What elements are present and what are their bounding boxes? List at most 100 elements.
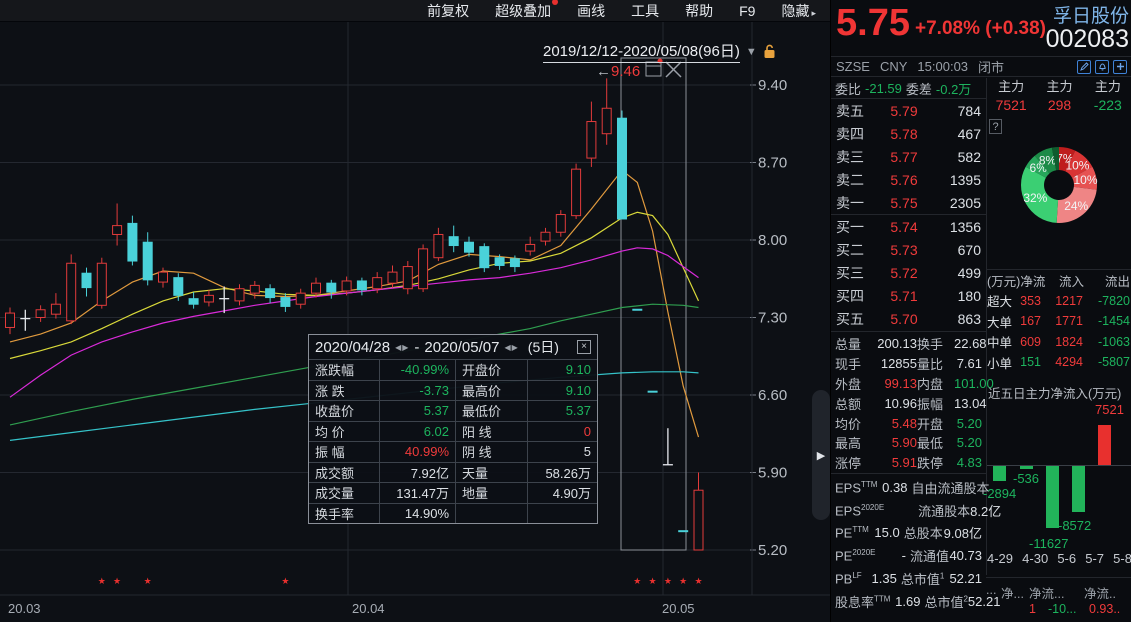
stat-value: 101.00: [954, 375, 994, 391]
level-volume: 670: [957, 242, 981, 259]
toolbar-item-工具[interactable]: 工具: [631, 2, 660, 19]
bid-level-row[interactable]: 买四 5.71 180: [831, 285, 986, 308]
range-end-date: 2020/05/07: [424, 338, 500, 356]
ask-level-row[interactable]: 卖三 5.77 582: [831, 145, 986, 168]
unlock-icon[interactable]: [763, 44, 776, 59]
fundamental-label: PBLF: [835, 570, 862, 587]
popup-stat-label: 阳 线: [455, 420, 527, 441]
y-axis-label: 9.40: [758, 77, 787, 94]
range-stats-popup: 2020/04/28 ◀▶ - 2020/05/07 ◀▶ (5日) × 涨跌幅…: [308, 334, 598, 524]
stat-value: 22.68: [954, 336, 987, 352]
stat-label: 开盘: [917, 416, 944, 432]
level-price: 5.79: [890, 102, 918, 119]
toolbar-item-F9[interactable]: F9: [739, 2, 756, 19]
donut-percent-label: 32%: [1023, 191, 1047, 205]
toolbar-item-画线[interactable]: 画线: [577, 2, 606, 19]
daily-stats: 总量 200.13 换手 22.68 现手 12855 量比 7.61 外盘 99.13 内盘 101…: [831, 331, 994, 473]
bid-level-row[interactable]: 买三 5.72 499: [831, 262, 986, 285]
date-range-label[interactable]: 2019/12/12-2020/05/08(96日): [543, 40, 740, 63]
fundamental-label: 股息率TTM: [835, 594, 891, 610]
range-end-steppers[interactable]: ◀▶: [504, 342, 519, 352]
ask-level-row[interactable]: 卖四 5.78 467: [831, 122, 986, 145]
stat-value: 200.13: [877, 336, 917, 352]
flow-bar-date: 4-30: [1022, 551, 1049, 566]
order-size-donut-chart: 7%10%10%24%32%6%8%: [1020, 147, 1098, 224]
edit-icon[interactable]: [1077, 59, 1091, 74]
fundamental-label: 自由流通股本: [911, 480, 990, 496]
stat-label: 现手: [835, 357, 862, 373]
y-axis-label: 8.70: [758, 155, 787, 172]
popup-stat-value: 9.10: [527, 359, 597, 380]
main-force-column: 主力 -223: [1084, 78, 1131, 114]
selection-close-icon[interactable]: [665, 61, 682, 78]
candle: [494, 254, 505, 270]
stat-row: 外盘 99.13 内盘 101.00: [831, 374, 994, 394]
panel-collapse-handle[interactable]: ▶: [812, 390, 830, 520]
popup-stat-label: [455, 502, 527, 523]
flow-in: 1217: [1055, 293, 1083, 308]
stat-value: 5.20: [956, 435, 982, 451]
ask-level-row[interactable]: 卖五 5.79 784: [831, 99, 986, 122]
main-force-column: 主力 298: [1035, 78, 1083, 114]
quote-panel: 5.75 +7.08% (+0.38) 孚日股份 002083 SZSE CNY…: [830, 0, 1131, 622]
level-label: 买四: [836, 288, 864, 305]
bid-level-row[interactable]: 买二 5.73 670: [831, 239, 986, 262]
bid-level-row[interactable]: 买一 5.74 1356: [831, 215, 986, 238]
popup-stat-label: 天量: [455, 461, 527, 482]
stat-label: 总额: [835, 396, 862, 412]
chevron-down-icon[interactable]: ▼: [745, 45, 757, 58]
fundamental-row: PETTM 15.0 总股本 9.08亿: [831, 522, 986, 545]
ask-bid-divider: [831, 214, 986, 216]
toolbar-item-超级叠加[interactable]: 超级叠加: [495, 0, 559, 21]
stat-value: 12855: [880, 356, 917, 372]
level-volume: 499: [957, 265, 981, 282]
popup-stat-value: [527, 502, 597, 523]
stat-label: 总量: [835, 337, 862, 353]
range-days: (5日): [527, 339, 559, 355]
toolbar-item-帮助[interactable]: 帮助: [685, 2, 714, 19]
close-icon[interactable]: ×: [577, 340, 591, 354]
fundamental-label: 流通股本: [918, 503, 971, 519]
stat-label: 跌停: [917, 456, 944, 472]
high-price-annotation: ←9.46: [596, 63, 640, 80]
flow-bar: [993, 466, 1006, 482]
flow-bar-date: 5-7: [1085, 551, 1105, 566]
flow-in: 1824: [1055, 334, 1083, 349]
donut-slice: [1065, 150, 1093, 178]
candle: [96, 257, 107, 309]
candle: [158, 267, 168, 288]
level-volume: 467: [957, 125, 981, 142]
price-change: +7.08% (+0.38): [915, 18, 1046, 40]
main-force-summary: 主力 7521 主力 298 主力 -223: [987, 78, 1131, 114]
popup-stat-value: 7.92亿: [379, 461, 455, 482]
candle: [188, 292, 199, 309]
flow-out: -5807: [1098, 355, 1130, 370]
bid-level-row[interactable]: 买五 5.70 863: [831, 308, 986, 331]
change-absolute: (+0.38): [985, 18, 1046, 39]
candle: [418, 244, 429, 293]
add-icon[interactable]: [1113, 59, 1127, 74]
candle: [326, 279, 337, 299]
selection-box: [620, 57, 687, 551]
toolbar-item-前复权[interactable]: 前复权: [427, 2, 470, 19]
alert-bell-icon[interactable]: [1095, 59, 1109, 74]
candle: [311, 277, 321, 298]
flow-label: 小单: [987, 356, 1013, 371]
flow-label: 大单: [987, 315, 1013, 330]
stat-value: 4.83: [956, 455, 982, 471]
help-icon[interactable]: ?: [989, 119, 1002, 134]
mini-table-header: 净流...: [1029, 587, 1065, 601]
ask-level-row[interactable]: 卖二 5.76 1395: [831, 168, 986, 191]
ask-level-row[interactable]: 卖一 5.75 2305: [831, 191, 986, 214]
date-range-control[interactable]: 2019/12/12-2020/05/08(96日) ▼: [543, 40, 776, 63]
popup-stat-label: 阴 线: [455, 441, 527, 462]
mini-table-value: 0.93..: [1089, 602, 1121, 616]
fundamental-value: 0.38: [882, 479, 908, 495]
market-status: 闭市: [978, 60, 1005, 75]
level-price: 5.77: [890, 148, 918, 165]
range-start-steppers[interactable]: ◀▶: [395, 342, 410, 352]
toolbar-item-隐藏[interactable]: 隐藏 ▸: [781, 2, 816, 19]
level-price: 5.71: [890, 288, 918, 305]
candlestick-chart[interactable]: 9.40 8.70 8.00 7.30 6.60 5.90 5.20 20.03 20.04 20…: [0, 22, 830, 622]
